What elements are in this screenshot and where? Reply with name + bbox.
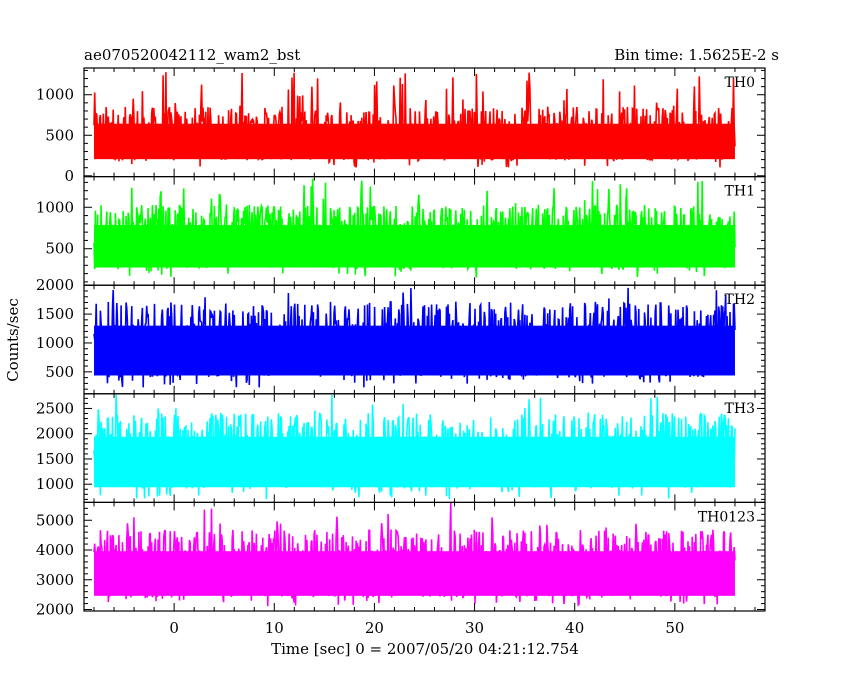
y-tick-label-TH1: 500: [45, 240, 74, 258]
y-tick-label-TH0123: 4000: [36, 541, 74, 559]
panel-label-TH3: TH3: [725, 401, 755, 417]
x-tick-label: 40: [565, 619, 584, 637]
panel-label-TH2: TH2: [725, 292, 755, 308]
x-axis-title: Time [sec] 0 = 2007/05/20 04:21:12.754: [271, 640, 579, 658]
y-tick-label-TH3: 1000: [36, 475, 74, 493]
x-tick-label: 30: [465, 619, 484, 637]
y-tick-label-TH2: 1000: [36, 334, 74, 352]
signal-trace-TH1: [93, 178, 736, 278]
y-axis-title: Counts/sec: [4, 298, 22, 382]
y-tick-label-TH1: 1000: [36, 198, 74, 216]
signal-trace-TH3: [93, 394, 736, 500]
panel-label-TH1: TH1: [725, 184, 755, 200]
x-tick-label: 20: [365, 619, 384, 637]
y-tick-label-TH3: 1500: [36, 450, 74, 468]
panel-frame-TH0123: [83, 501, 766, 612]
panel-label-TH0: TH0: [725, 75, 755, 91]
y-tick-label-TH0123: 5000: [36, 511, 74, 529]
y-tick-label-TH0123: 3000: [36, 571, 74, 589]
plot-title-left: ae070520042112_wam2_bst: [84, 46, 300, 64]
y-tick-label-TH3: 2500: [36, 399, 74, 417]
y-tick-label-TH0: 500: [45, 126, 74, 144]
signal-trace-TH2: [93, 287, 736, 388]
panels-group: 05001000TH05001000TH1500100015002000TH21…: [36, 67, 766, 637]
signal-trace-TH0: [93, 72, 736, 168]
signal-trace-TH0123: [93, 502, 736, 607]
y-tick-label-TH2: 1500: [36, 305, 74, 323]
plot-title-right: Bin time: 1.5625E-2 s: [614, 46, 779, 64]
panel-label-TH0123: TH0123: [698, 509, 755, 525]
x-tick-label: 50: [665, 619, 684, 637]
y-tick-label-TH2: 2000: [36, 276, 74, 294]
y-tick-label-TH3: 2000: [36, 425, 74, 443]
y-tick-label-TH2: 500: [45, 363, 74, 381]
x-tick-label: 0: [169, 619, 179, 637]
x-tick-label: 10: [265, 619, 284, 637]
y-tick-label-TH0: 1000: [36, 86, 74, 104]
y-tick-label-TH0123: 2000: [36, 601, 74, 619]
y-tick-label-TH0: 0: [64, 167, 74, 185]
